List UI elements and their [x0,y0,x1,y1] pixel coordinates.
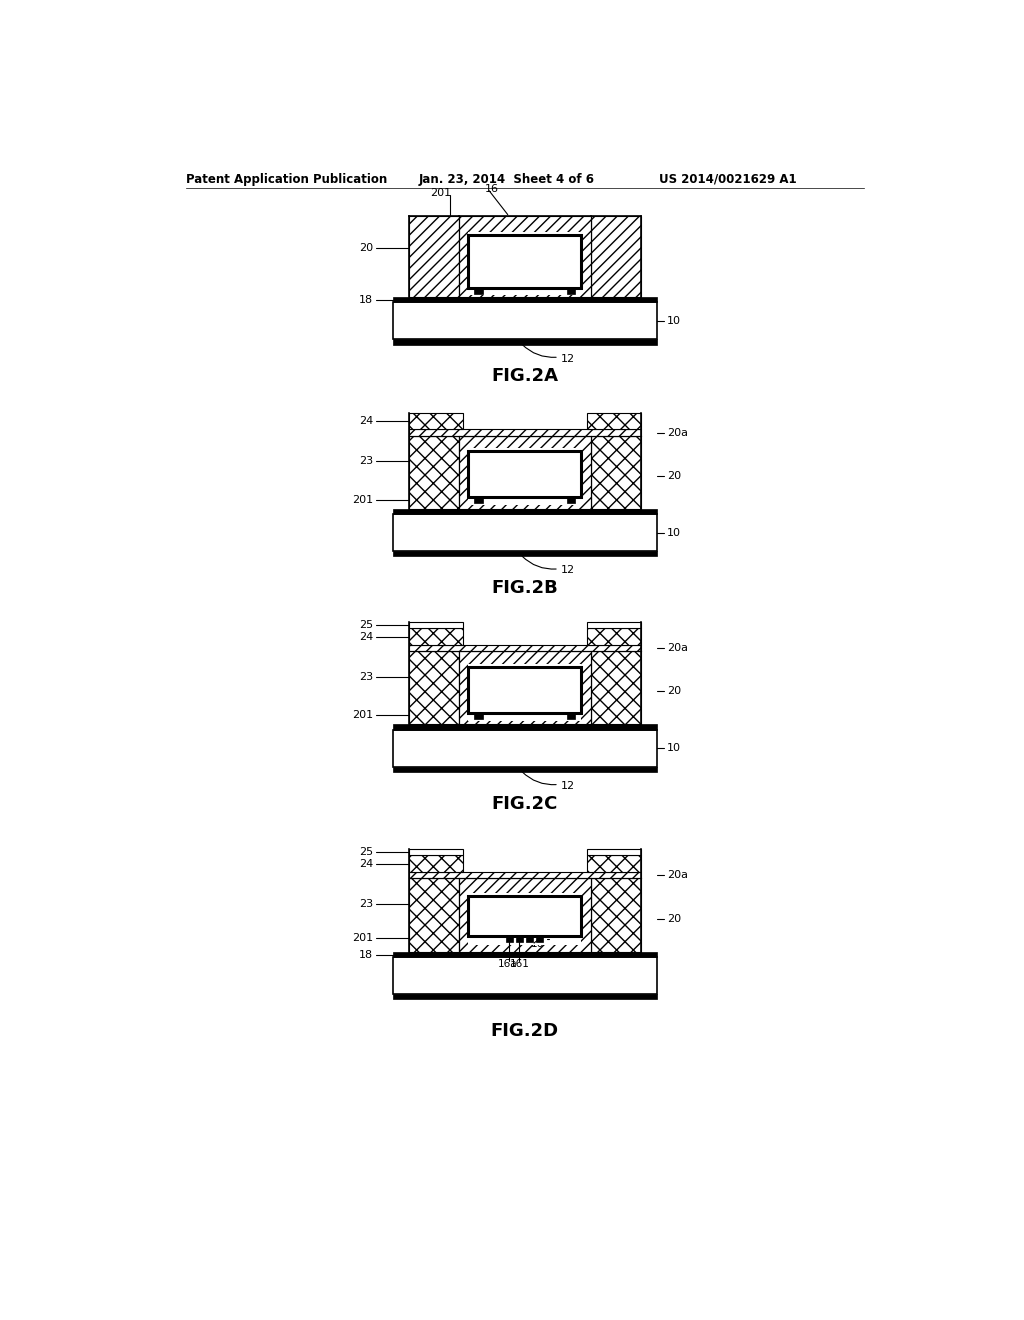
Text: 24: 24 [358,631,373,642]
Text: 20: 20 [667,686,681,697]
Text: 16: 16 [531,939,544,949]
Text: FIG.2D: FIG.2D [490,1022,559,1040]
Bar [587,622,641,628]
Bar [409,645,641,651]
Text: 20a: 20a [667,643,688,653]
Bar [393,552,656,557]
Bar [591,651,641,725]
Text: Jan. 23, 2014  Sheet 4 of 6: Jan. 23, 2014 Sheet 4 of 6 [419,173,595,186]
Bar [537,936,544,942]
Bar [587,849,641,855]
Bar [459,651,591,725]
Bar [409,628,463,645]
Text: 201: 201 [352,933,373,942]
Text: 18: 18 [358,296,373,305]
Bar [409,429,641,436]
Text: US 2014/0021629 A1: US 2014/0021629 A1 [658,173,797,186]
Text: 12: 12 [560,354,574,363]
Text: 12: 12 [560,565,574,576]
Text: FIG.2A: FIG.2A [492,367,558,385]
Bar [459,216,591,297]
Bar [393,302,656,339]
Text: 25: 25 [358,847,373,857]
Bar [459,878,591,952]
Text: 201: 201 [352,710,373,721]
Bar [587,628,641,645]
Text: 25: 25 [358,620,373,630]
Bar [468,667,582,713]
Bar [409,412,463,429]
Text: 10: 10 [667,743,681,754]
Text: 23: 23 [358,899,373,909]
Bar [566,713,575,719]
Bar [468,447,582,506]
Bar [516,936,523,942]
Text: 24: 24 [358,859,373,869]
Bar [393,957,656,994]
Text: 20: 20 [358,243,373,253]
Bar [393,297,656,302]
Bar [566,498,575,503]
Text: 10: 10 [667,315,681,326]
Bar [409,622,463,628]
Bar [409,873,641,878]
Bar [591,216,641,297]
Bar [409,878,459,952]
Bar [459,436,591,508]
Text: 24: 24 [358,416,373,426]
Bar [468,664,582,721]
Bar [474,498,483,503]
Text: 12: 12 [560,781,574,791]
Bar [409,216,459,297]
Text: FIG.2B: FIG.2B [492,579,558,597]
Bar [393,339,656,345]
Text: 20: 20 [667,471,681,480]
Bar [468,451,582,498]
Bar [393,508,656,515]
Text: 16b: 16b [544,936,563,945]
Bar [393,952,656,957]
Bar [409,651,459,725]
Text: 161: 161 [509,958,529,969]
Bar [587,855,641,873]
Bar [468,235,582,288]
Bar [393,725,656,730]
Text: 23: 23 [358,457,373,466]
Bar [506,936,513,942]
Text: 20: 20 [667,913,681,924]
Bar [526,936,534,942]
Text: 18: 18 [358,949,373,960]
Bar [566,288,575,294]
Bar [591,878,641,952]
Bar [393,730,656,767]
Bar [393,767,656,772]
Text: 23: 23 [358,672,373,682]
Text: 20a: 20a [667,870,688,880]
Bar [468,232,582,296]
Text: Patent Application Publication: Patent Application Publication [186,173,387,186]
Text: 16a: 16a [498,958,517,969]
Bar [468,896,582,936]
Text: 20a: 20a [667,428,688,437]
Bar [468,892,582,945]
Bar [409,855,463,873]
Text: 16: 16 [484,185,499,194]
Text: 10: 10 [667,528,681,537]
Bar [587,412,641,429]
Text: FIG.2C: FIG.2C [492,795,558,813]
Bar [409,849,463,855]
Bar [393,994,656,999]
Text: 201: 201 [352,495,373,504]
Bar [474,713,483,719]
Bar [474,288,483,294]
Bar [409,436,459,508]
Text: 201: 201 [430,187,452,198]
Bar [393,515,656,552]
Bar [591,436,641,508]
